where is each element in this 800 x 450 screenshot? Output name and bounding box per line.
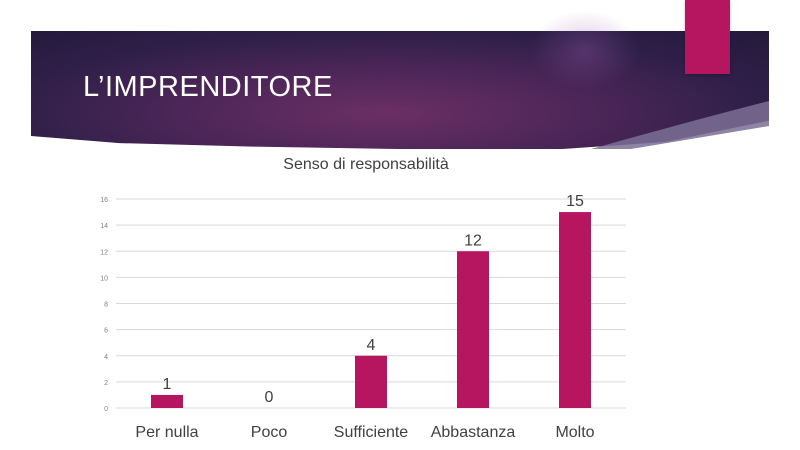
- x-tick-label: Sufficiente: [334, 424, 409, 441]
- y-tick-label: 0: [104, 406, 108, 413]
- data-labels: 1 0 4 12 15: [163, 193, 584, 406]
- bar-molto: [559, 212, 591, 408]
- y-tick-label: 14: [100, 223, 108, 230]
- x-tick-label: Abbastanza: [431, 424, 516, 441]
- data-label: 1: [163, 376, 172, 393]
- bar-per-nulla: [151, 394, 183, 408]
- y-axis-ticks: 0 2 4 6 8 10 12 14 16: [100, 197, 108, 413]
- y-tick-label: 4: [104, 354, 108, 361]
- data-label: 12: [464, 232, 482, 249]
- y-tick-label: 8: [104, 302, 108, 309]
- y-tick-label: 12: [100, 249, 108, 256]
- y-tick-label: 2: [104, 380, 108, 387]
- bar-sufficiente: [355, 355, 387, 408]
- x-tick-label: Poco: [251, 424, 288, 441]
- accent-tab: [685, 0, 730, 74]
- y-tick-label: 10: [100, 275, 108, 282]
- y-tick-label: 6: [104, 328, 108, 335]
- data-label: 4: [367, 337, 376, 354]
- x-tick-label: Molto: [555, 424, 594, 441]
- x-tick-label: Per nulla: [135, 424, 198, 441]
- data-label: 0: [265, 389, 274, 406]
- banner-glow: [530, 10, 640, 90]
- x-axis-labels: Per nulla Poco Sufficiente Abbastanza Molto: [135, 424, 594, 441]
- y-tick-label: 16: [100, 197, 108, 204]
- chart-bars: [151, 212, 591, 408]
- data-label: 15: [566, 193, 584, 210]
- slide-title: L’IMPRENDITORE: [83, 71, 333, 103]
- chart-title: Senso di responsabilità: [283, 156, 449, 173]
- bar-abbastanza: [457, 251, 489, 408]
